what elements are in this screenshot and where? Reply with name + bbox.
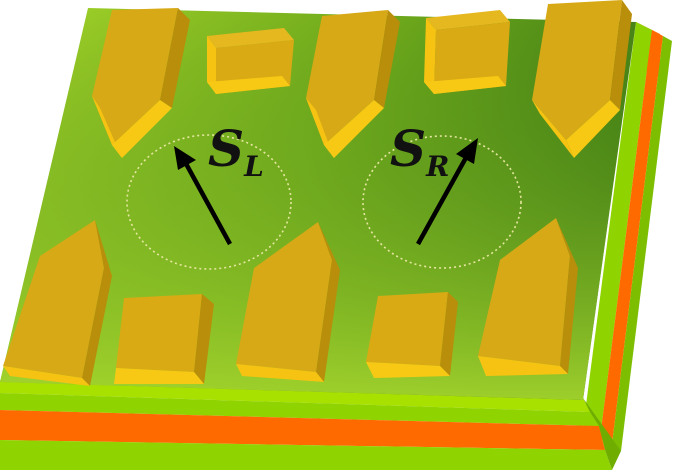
gate-front-3 — [236, 222, 340, 382]
quantum-dot-right — [362, 135, 522, 269]
quantum-dot-left — [126, 134, 292, 270]
gate-back-1 — [92, 8, 190, 158]
label-right-subscript: R — [425, 150, 449, 183]
layer-orange — [0, 410, 605, 450]
substrate-right-face — [583, 22, 672, 451]
gate-back-3 — [306, 10, 400, 158]
spin-arrow-left — [174, 146, 232, 246]
gate-front-1 — [3, 220, 112, 386]
gate-front-2 — [114, 294, 214, 384]
heterostructure-layers — [0, 380, 621, 470]
gate-back-4 — [424, 10, 510, 94]
spin-arrow-right — [416, 138, 478, 246]
svg-text:SR: SR — [390, 119, 449, 183]
label-right-symbol: S — [390, 119, 426, 178]
gate-front-5 — [478, 218, 578, 376]
gate-back-2 — [207, 28, 294, 94]
gate-front-4 — [366, 292, 458, 378]
label-spin-left: SL — [208, 119, 264, 183]
label-spin-right: SR — [390, 119, 449, 183]
layer-green — [0, 393, 599, 426]
label-left-symbol: S — [208, 119, 244, 178]
gate-back-5 — [532, 0, 632, 158]
layer-bottom-green — [0, 440, 612, 470]
quantum-dots — [126, 134, 522, 270]
layer-top-green — [0, 380, 590, 412]
svg-text:SL: SL — [208, 119, 264, 183]
label-left-subscript: L — [243, 150, 264, 183]
